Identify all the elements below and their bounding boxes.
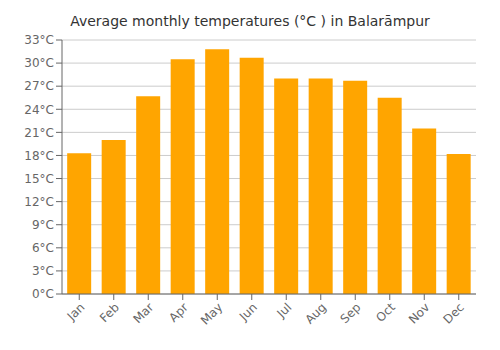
svg-text:15°C: 15°C — [24, 172, 54, 186]
svg-text:Oct: Oct — [373, 300, 398, 325]
svg-text:Aug: Aug — [302, 300, 328, 326]
svg-text:12°C: 12°C — [24, 195, 54, 209]
html-text:Average monthly temperatures (: Average monthly temperatures (°C ) in Ba… — [70, 13, 430, 29]
svg-text:Jan: Jan — [64, 300, 88, 324]
svg-text:Dec: Dec — [441, 300, 467, 326]
svg-text:33°C: 33°C — [24, 34, 54, 47]
svg-text:Sep: Sep — [337, 300, 363, 326]
svg-text:9°C: 9°C — [32, 218, 54, 232]
svg-text:Apr: Apr — [166, 300, 191, 325]
svg-text:0°C: 0°C — [32, 287, 54, 301]
svg-text:18°C: 18°C — [24, 149, 54, 163]
svg-text:Jun: Jun — [236, 300, 260, 324]
svg-text:27°C: 27°C — [24, 79, 54, 93]
svg-text:24°C: 24°C — [24, 103, 54, 117]
svg-text:21°C: 21°C — [24, 126, 54, 140]
svg-text:6°C: 6°C — [32, 241, 54, 255]
svg-text:Feb: Feb — [97, 300, 122, 325]
svg-text:Mar: Mar — [130, 300, 156, 326]
svg-text:30°C: 30°C — [24, 56, 54, 70]
svg-text:May: May — [198, 300, 225, 327]
svg-text:3°C: 3°C — [32, 264, 54, 278]
svg-text:Nov: Nov — [406, 300, 432, 326]
svg-text:Jul: Jul — [274, 300, 295, 321]
